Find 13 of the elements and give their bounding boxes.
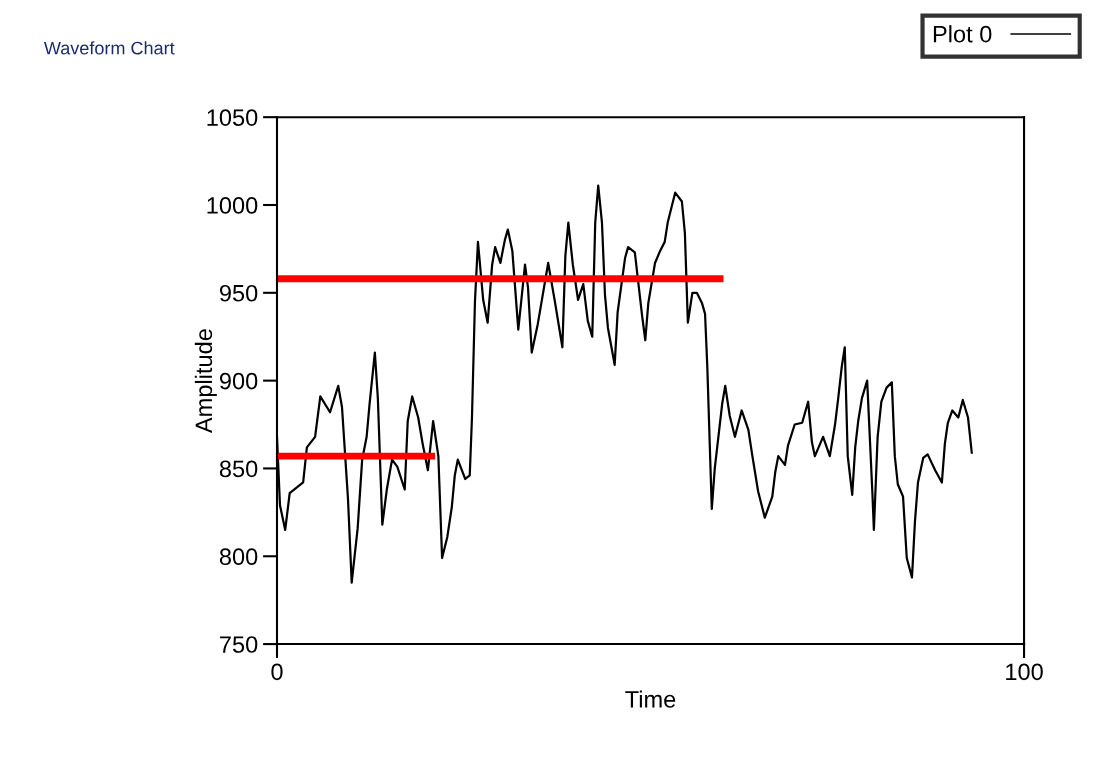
y-tick-label: 750 (220, 636, 258, 653)
y-tick-label: 800 (219, 548, 258, 566)
y-tick-label: 900 (219, 372, 258, 390)
y-axis-title: Amplitude (194, 329, 217, 434)
y-tick-label: 850 (219, 460, 258, 478)
x-axis-title: Time (625, 690, 676, 708)
text: Waveform Chart (43, 41, 175, 55)
y-tick-label: 1000 (207, 197, 258, 214)
legend-label: Plot 0 (933, 25, 992, 43)
x-tick-label: 0 (271, 663, 283, 681)
y-tick-label: 950 (219, 284, 258, 302)
y-tick-label: 1050 (207, 109, 258, 126)
x-tick-label: 100 (1006, 663, 1043, 681)
